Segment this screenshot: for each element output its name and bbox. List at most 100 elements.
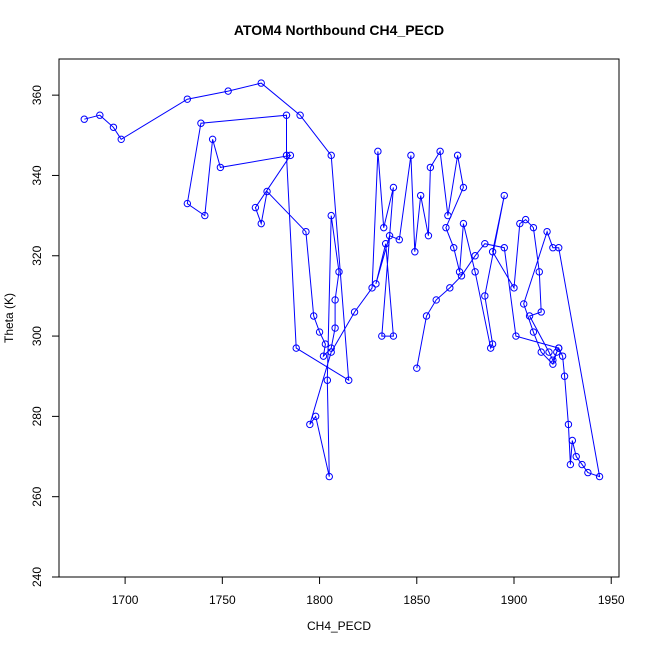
- y-tick-label: 280: [30, 406, 44, 426]
- data-point: [442, 223, 450, 232]
- data-point: [321, 340, 330, 348]
- data-point: [520, 300, 528, 308]
- data-point: [555, 344, 563, 352]
- data-point: [372, 280, 380, 288]
- data-point: [572, 452, 580, 461]
- x-tick-label: 1950: [598, 593, 625, 607]
- data-point: [512, 332, 520, 340]
- data-point: [208, 135, 217, 144]
- data-point: [549, 360, 557, 368]
- data-point: [416, 191, 425, 200]
- y-tick-label: 300: [30, 326, 44, 346]
- data-point: [282, 111, 291, 119]
- data-point: [319, 352, 328, 360]
- data-point: [568, 436, 577, 445]
- data-point: [500, 244, 508, 252]
- data-point: [446, 284, 454, 292]
- y-tick-label: 340: [30, 165, 44, 185]
- data-point: [323, 376, 332, 384]
- data-point: [109, 123, 118, 131]
- data-point: [535, 268, 543, 276]
- data-point: [426, 163, 435, 172]
- data-point: [411, 248, 419, 256]
- x-tick-label: 1750: [209, 593, 236, 607]
- data-point: [389, 332, 398, 340]
- data-point: [537, 308, 545, 316]
- chart-title: ATOM4 Northbound CH4_PECD: [234, 22, 444, 38]
- y-tick-label: 260: [30, 486, 44, 506]
- data-point: [389, 183, 398, 192]
- data-point: [450, 244, 458, 252]
- data-point: [537, 348, 545, 356]
- data-point: [183, 199, 192, 208]
- data-point: [457, 272, 466, 280]
- data-point: [282, 151, 291, 160]
- data-point: [471, 268, 479, 276]
- data-point: [306, 420, 314, 429]
- data-series: [80, 79, 604, 481]
- data-point: [380, 223, 388, 232]
- data-point: [529, 328, 538, 336]
- data-point: [566, 460, 575, 469]
- y-axis-label: Theta (K): [2, 293, 16, 343]
- y-tick-label: 320: [30, 245, 44, 265]
- data-point: [555, 244, 563, 252]
- data-point: [424, 231, 433, 240]
- data-point: [374, 147, 382, 156]
- data-point: [545, 348, 553, 356]
- series-line: [84, 82, 601, 478]
- data-point: [368, 284, 376, 292]
- data-point: [553, 348, 561, 356]
- data-point: [500, 191, 508, 200]
- data-point: [453, 151, 462, 160]
- x-axis-label: CH4_PECD: [307, 619, 371, 633]
- y-tick-label: 360: [30, 85, 44, 105]
- data-point: [350, 308, 359, 316]
- data-point: [471, 252, 479, 260]
- data-point: [543, 227, 551, 236]
- plot-frame: [58, 58, 620, 578]
- data-point: [432, 296, 440, 304]
- data-point: [345, 376, 353, 384]
- data-point: [197, 119, 205, 127]
- data-point: [413, 364, 421, 372]
- x-tick-label: 1800: [306, 593, 333, 607]
- x-tick-label: 1700: [112, 593, 139, 607]
- data-point: [395, 235, 403, 244]
- data-point: [117, 135, 125, 144]
- data-point: [327, 151, 335, 160]
- x-tick-label: 1850: [403, 593, 430, 607]
- data-point: [481, 240, 489, 248]
- data-point: [436, 147, 444, 156]
- data-point: [311, 412, 320, 421]
- data-point: [459, 183, 468, 192]
- x-axis: 1700 1750 1800 1850 1900 1950: [112, 576, 625, 607]
- data-point: [257, 79, 265, 87]
- data-point: [481, 292, 489, 300]
- data-point: [325, 472, 333, 481]
- data-point: [595, 472, 604, 481]
- data-point: [584, 468, 592, 477]
- data-point: [96, 111, 104, 119]
- data-point: [183, 95, 192, 103]
- data-point: [331, 324, 339, 332]
- data-point: [558, 352, 567, 360]
- data-point: [335, 268, 343, 276]
- data-point: [488, 248, 497, 256]
- data-point: [529, 223, 538, 232]
- data-point: [80, 115, 88, 123]
- data-point: [381, 240, 390, 248]
- data-point: [327, 348, 335, 356]
- data-point: [564, 420, 573, 429]
- data-point: [327, 211, 335, 220]
- data-point: [521, 215, 530, 224]
- data-point: [378, 332, 386, 340]
- data-point: [310, 312, 318, 320]
- data-point: [257, 219, 265, 228]
- data-point: [525, 312, 534, 320]
- data-point: [578, 460, 586, 469]
- data-point: [216, 163, 225, 172]
- y-axis: 240 260 280 300 320 340 360: [30, 85, 60, 587]
- data-point: [486, 344, 495, 352]
- data-point: [331, 296, 339, 304]
